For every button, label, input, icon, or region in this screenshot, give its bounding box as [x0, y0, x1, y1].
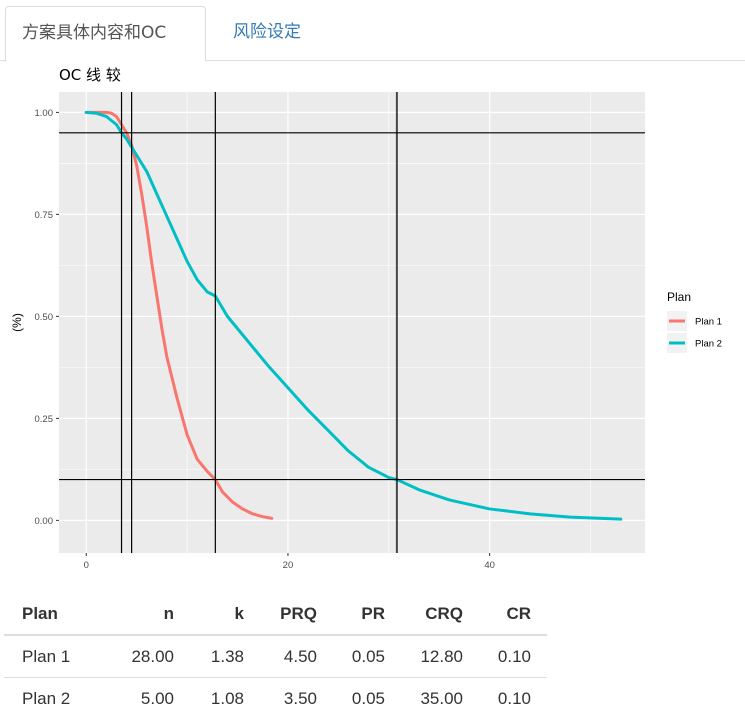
cell-k: 1.38: [174, 634, 244, 678]
cell-plan: Plan 1: [4, 634, 104, 678]
x-tick-label: 40: [484, 560, 495, 571]
legend-label-plan-1: Plan 1: [695, 317, 722, 328]
y-tick-label: 0.25: [35, 414, 54, 425]
cell-plan: Plan 2: [4, 677, 104, 719]
x-tick-label: 0: [84, 560, 89, 571]
cell-prq: 4.50: [244, 634, 317, 678]
series-line-plan-1: [84, 110, 274, 520]
y-tick-label: 0.75: [35, 210, 54, 221]
cell-crq: 12.80: [385, 634, 463, 678]
table-row: Plan 2 5.00 1.08 3.50 0.05 35.00 0.10: [4, 677, 547, 719]
cell-cr: 0.10: [463, 677, 547, 719]
cell-k: 1.08: [174, 677, 244, 719]
x-tick-label: 20: [283, 560, 294, 571]
plot-panel: [59, 92, 645, 553]
cell-n: 5.00: [104, 677, 174, 719]
header-k: k: [174, 594, 244, 636]
header-crq: CRQ: [385, 594, 463, 636]
y-tick-label: 0.50: [35, 312, 54, 323]
cell-prq: 3.50: [244, 677, 317, 719]
cell-n: 28.00: [104, 634, 174, 678]
y-tick-label: 1.00: [35, 108, 54, 119]
chart-title: OC 线 较: [59, 66, 121, 84]
header-pr: PR: [317, 594, 385, 636]
y-axis-label: (%): [10, 313, 24, 332]
cell-crq: 35.00: [385, 677, 463, 719]
header-cr: CR: [463, 594, 547, 636]
chart-svg: OC 线 较 0.00 0.25 0.50 0.75 1.00 0 20 40 (%) Plan Pl…: [10, 66, 722, 571]
tab-bar: 方案具体内容和OC 风险设定: [0, 0, 745, 62]
plan-table: Plan n k PRQ PR CRQ CR Plan 1 28.00 1.38…: [4, 594, 547, 719]
y-tick-label: 0.00: [35, 516, 54, 527]
tab-plan-oc[interactable]: 方案具体内容和OC: [5, 6, 206, 62]
table-header-row: Plan n k PRQ PR CRQ CR: [4, 594, 547, 636]
header-plan: Plan: [4, 594, 104, 636]
cell-cr: 0.10: [463, 634, 547, 678]
legend-label-plan-2: Plan 2: [695, 339, 722, 350]
header-prq: PRQ: [244, 594, 317, 636]
legend-title: Plan: [667, 290, 691, 304]
tab-risk-settings[interactable]: 风险设定: [233, 22, 301, 42]
table-row: Plan 1 28.00 1.38 4.50 0.05 12.80 0.10: [4, 634, 547, 678]
cell-pr: 0.05: [317, 634, 385, 678]
oc-curve-chart: OC 线 较 0.00 0.25 0.50 0.75 1.00 0 20 40 (%) Plan Pl…: [0, 62, 745, 582]
header-n: n: [104, 594, 174, 636]
series-line-plan-2: [84, 110, 623, 521]
cell-pr: 0.05: [317, 677, 385, 719]
